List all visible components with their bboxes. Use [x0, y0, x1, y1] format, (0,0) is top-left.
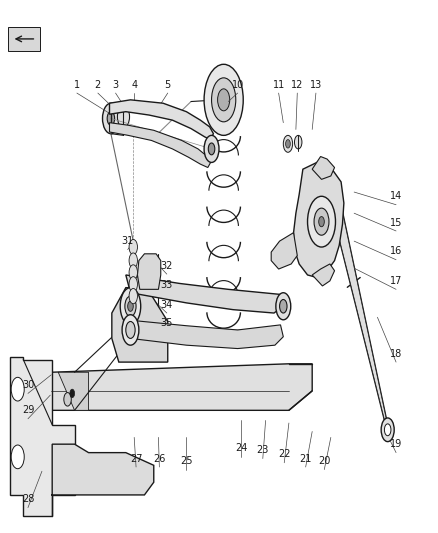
Polygon shape	[112, 288, 168, 362]
FancyBboxPatch shape	[8, 27, 40, 51]
Polygon shape	[138, 254, 161, 289]
Text: 19: 19	[390, 439, 402, 449]
Text: 5: 5	[165, 79, 171, 90]
Polygon shape	[312, 264, 335, 286]
Circle shape	[129, 239, 138, 255]
Text: 28: 28	[22, 494, 34, 504]
Circle shape	[276, 293, 291, 320]
Circle shape	[204, 135, 219, 163]
Text: 10: 10	[232, 79, 244, 90]
Text: 33: 33	[161, 280, 173, 290]
Circle shape	[279, 300, 287, 313]
Circle shape	[129, 253, 138, 268]
Circle shape	[385, 424, 391, 435]
Circle shape	[283, 135, 293, 152]
Text: 18: 18	[390, 349, 402, 359]
Polygon shape	[51, 444, 154, 495]
Text: 2: 2	[95, 79, 101, 90]
Polygon shape	[110, 100, 213, 140]
Circle shape	[204, 64, 243, 135]
Circle shape	[64, 393, 71, 406]
Circle shape	[125, 296, 136, 317]
Polygon shape	[293, 163, 344, 278]
Text: 20: 20	[318, 456, 331, 466]
Circle shape	[70, 389, 74, 398]
Polygon shape	[58, 372, 88, 410]
Circle shape	[294, 135, 302, 149]
Text: 30: 30	[22, 380, 34, 390]
Text: 21: 21	[300, 454, 312, 464]
Polygon shape	[126, 275, 283, 313]
Text: 4: 4	[131, 79, 137, 90]
Text: 15: 15	[390, 217, 402, 228]
Text: 35: 35	[161, 318, 173, 328]
Circle shape	[122, 314, 139, 345]
Text: 32: 32	[161, 261, 173, 271]
Circle shape	[129, 288, 138, 304]
Circle shape	[307, 196, 336, 247]
Polygon shape	[110, 123, 211, 167]
Circle shape	[212, 78, 236, 122]
Text: 24: 24	[235, 443, 247, 454]
Text: 13: 13	[310, 79, 322, 90]
Circle shape	[208, 143, 215, 155]
Circle shape	[381, 418, 394, 442]
Text: 11: 11	[272, 79, 285, 90]
Circle shape	[218, 89, 230, 111]
Text: 34: 34	[161, 300, 173, 310]
Polygon shape	[10, 357, 74, 516]
Text: 31: 31	[122, 236, 134, 246]
Text: 22: 22	[278, 449, 290, 459]
Circle shape	[319, 216, 324, 227]
Text: 29: 29	[22, 405, 34, 415]
Circle shape	[286, 140, 290, 148]
Polygon shape	[126, 320, 283, 349]
Circle shape	[11, 445, 24, 469]
Polygon shape	[312, 157, 335, 180]
Circle shape	[11, 377, 24, 401]
Text: 16: 16	[390, 246, 402, 256]
Circle shape	[129, 277, 138, 292]
Text: 3: 3	[113, 79, 119, 90]
Circle shape	[129, 265, 138, 280]
Circle shape	[102, 103, 119, 134]
Circle shape	[314, 208, 329, 235]
Text: 12: 12	[291, 79, 304, 90]
Polygon shape	[51, 364, 312, 410]
Polygon shape	[271, 233, 297, 269]
Text: 25: 25	[180, 456, 193, 466]
Circle shape	[126, 321, 135, 338]
Text: 27: 27	[130, 454, 142, 464]
Text: 14: 14	[390, 191, 402, 201]
Circle shape	[127, 301, 133, 311]
Text: 23: 23	[257, 445, 269, 455]
Text: 26: 26	[153, 454, 166, 464]
Circle shape	[120, 288, 141, 325]
Text: 1: 1	[74, 79, 80, 90]
Text: 17: 17	[390, 276, 402, 286]
Circle shape	[117, 106, 130, 128]
Circle shape	[107, 112, 115, 125]
Polygon shape	[331, 200, 390, 435]
